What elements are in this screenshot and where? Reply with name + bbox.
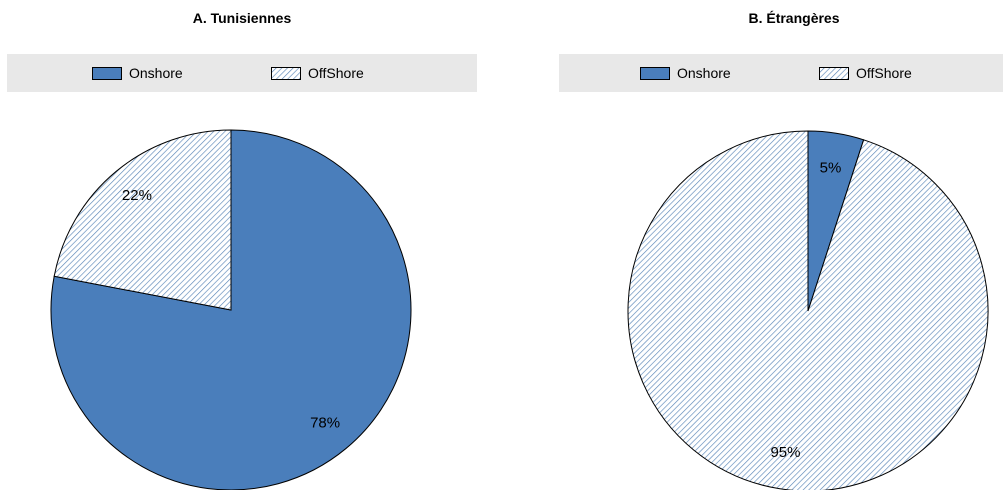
legend-item-onshore: Onshore xyxy=(92,64,183,82)
legend-swatch-offshore xyxy=(271,66,301,80)
legend-label-offshore: OffShore xyxy=(856,65,912,81)
chart-title: A. Tunisiennes xyxy=(192,10,292,26)
pie-chart-tunisiennes: 78% 22% xyxy=(50,129,412,490)
chart-legend: Onshore OffShore xyxy=(7,54,477,92)
data-label-offshore: 22% xyxy=(122,187,152,204)
chart-title: B. Étrangères xyxy=(748,10,840,26)
data-label-onshore: 5% xyxy=(820,160,842,177)
legend-item-offshore: OffShore xyxy=(819,64,912,82)
chart-panel-tunisiennes: A. Tunisiennes Onshore OffShore 78% 22% xyxy=(7,0,477,490)
legend-label-onshore: Onshore xyxy=(677,65,731,81)
chart-legend: Onshore OffShore xyxy=(559,54,1003,92)
legend-item-offshore: OffShore xyxy=(271,64,364,82)
pie-slice-offshore xyxy=(627,130,989,490)
data-label-onshore: 78% xyxy=(310,415,340,432)
chart-panel-etrangeres: B. Étrangères Onshore OffShore 5% 95% xyxy=(559,0,1003,490)
pie-chart-etrangeres: 5% 95% xyxy=(627,130,989,490)
legend-swatch-onshore xyxy=(640,66,670,80)
legend-item-onshore: Onshore xyxy=(640,64,731,82)
legend-swatch-onshore xyxy=(92,66,122,80)
data-label-offshore: 95% xyxy=(770,444,800,461)
legend-swatch-offshore xyxy=(819,66,849,80)
legend-label-onshore: Onshore xyxy=(129,65,183,81)
pie-slice-onshore xyxy=(50,129,412,490)
pie-slice-offshore xyxy=(53,129,232,311)
legend-label-offshore: OffShore xyxy=(308,65,364,81)
